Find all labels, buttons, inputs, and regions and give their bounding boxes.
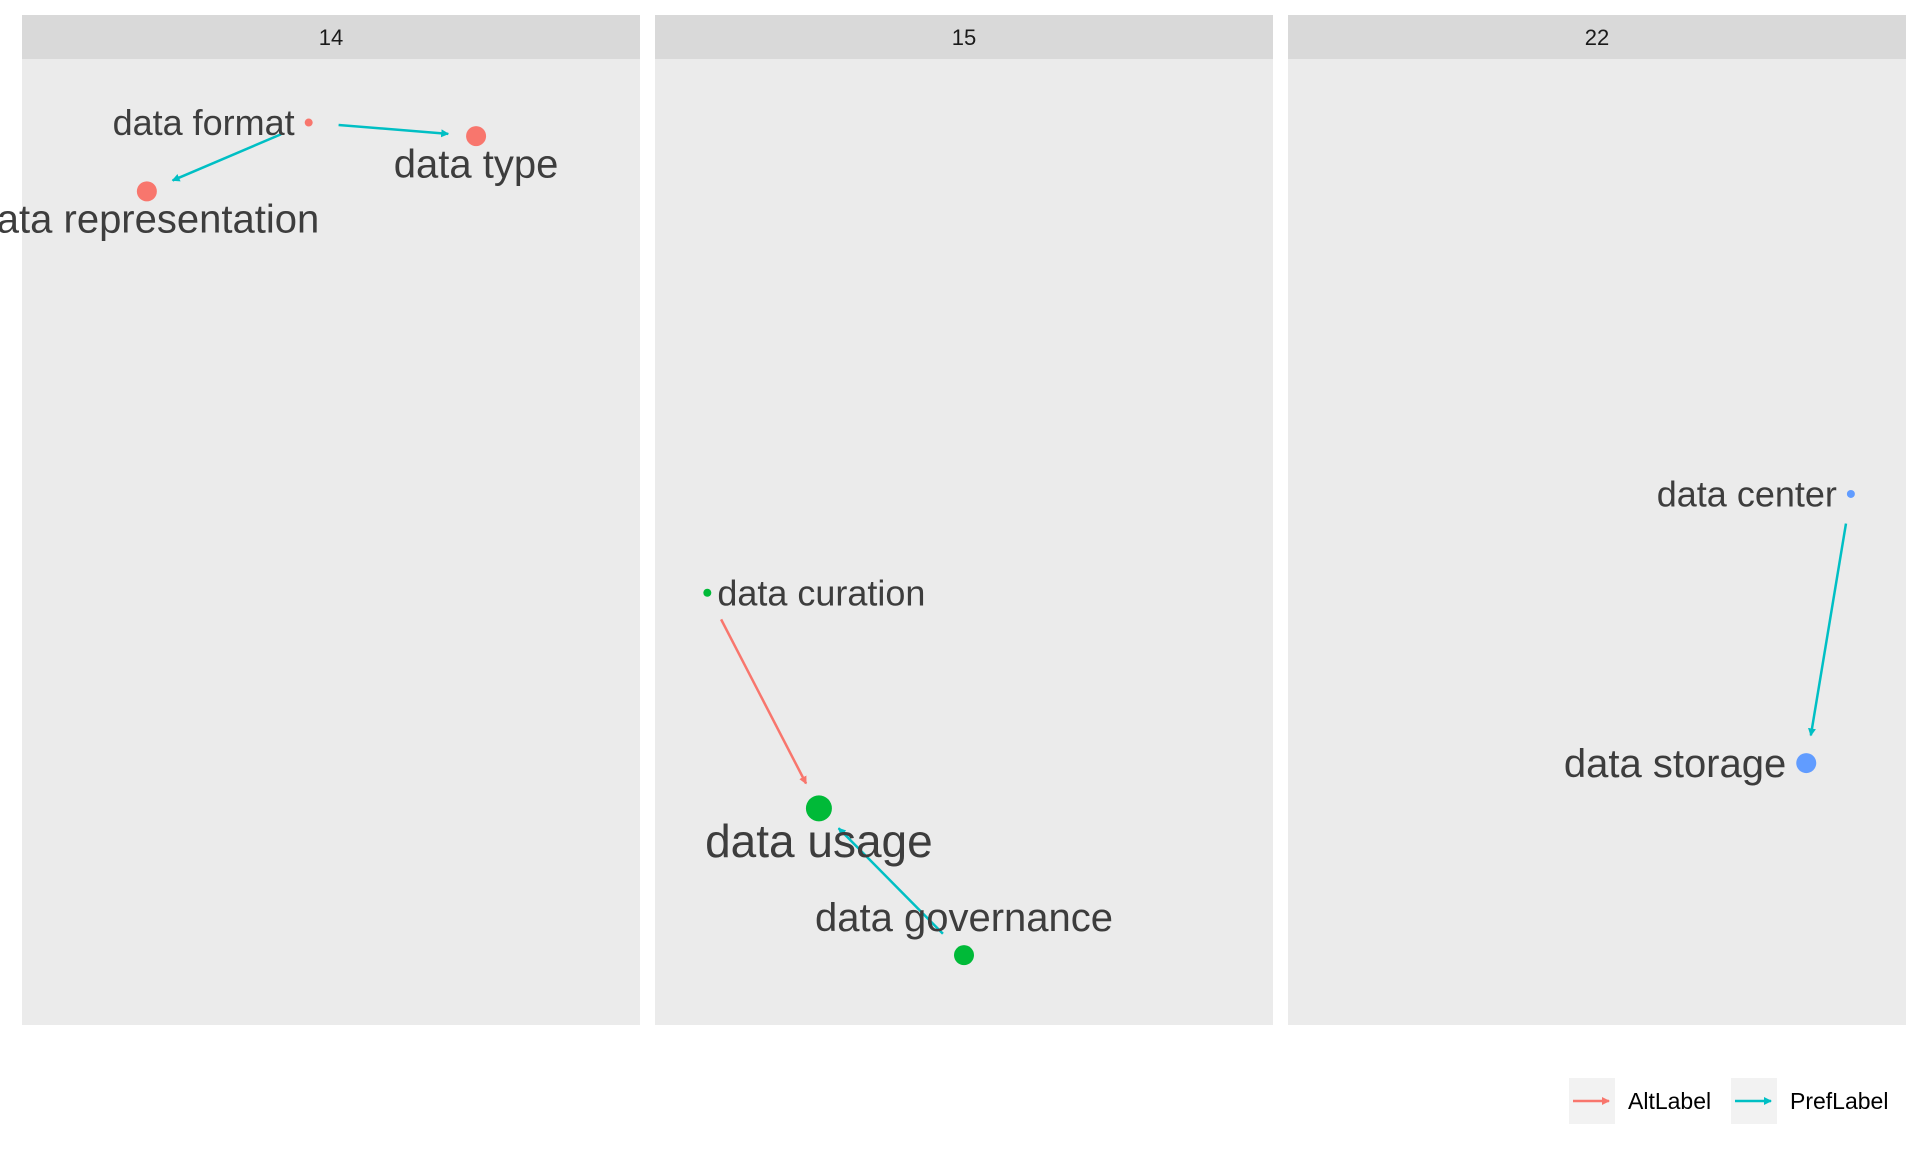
node-data-curation	[703, 588, 712, 597]
node-label-data-governance: data governance	[815, 896, 1113, 940]
edge-data-curation-to-data-usage	[719, 618, 808, 785]
panel-background	[22, 59, 640, 1025]
facet-14: 14 data format data type data representatio…	[0, 15, 640, 1025]
node-label-data-type: data type	[394, 142, 559, 186]
facet-strip	[655, 15, 1273, 59]
facet-strip-label: 22	[1585, 25, 1609, 50]
facet-strip-label: 14	[319, 25, 343, 50]
facet-panels: 14 data format data type data representatio…	[0, 15, 1906, 1025]
panel-background	[655, 59, 1273, 1025]
facet-15: 15 data curation data usage data governance	[655, 15, 1273, 1025]
edge-data-format-to-data-type	[338, 123, 450, 138]
node-label-data-usage: data usage	[705, 815, 933, 867]
legend-item-preflabel: PrefLabel	[1731, 1078, 1888, 1124]
node-data-storage	[1796, 753, 1817, 774]
node-label-data-format: data format	[113, 102, 295, 143]
facet-strip	[22, 15, 640, 59]
edge-data-format-to-data-representation	[171, 133, 282, 182]
facet-22: 22 data center data storage	[1288, 15, 1906, 1025]
node-data-usage	[805, 795, 832, 822]
node-data-type	[466, 126, 487, 147]
node-data-representation	[136, 181, 157, 202]
legend-label: AltLabel	[1628, 1088, 1711, 1114]
node-label-data-storage: data storage	[1564, 742, 1786, 786]
facet-strip-label: 15	[952, 25, 976, 50]
node-label-data-curation: data curation	[717, 572, 925, 613]
node-data-format	[304, 118, 313, 127]
edge-data-center-to-data-storage	[1808, 523, 1848, 737]
node-data-governance	[954, 945, 974, 966]
edge-data-governance-to-data-usage	[837, 827, 944, 935]
legend: AltLabel PrefLabel	[1569, 1078, 1888, 1124]
node-label-data-center: data center	[1657, 474, 1837, 515]
node-label-data-representation: data representation	[0, 198, 319, 242]
legend-item-altlabel: AltLabel	[1569, 1078, 1711, 1124]
panel-background	[1288, 59, 1906, 1025]
facet-strip	[1288, 15, 1906, 59]
legend-label: PrefLabel	[1790, 1088, 1888, 1114]
node-data-center	[1846, 489, 1855, 498]
